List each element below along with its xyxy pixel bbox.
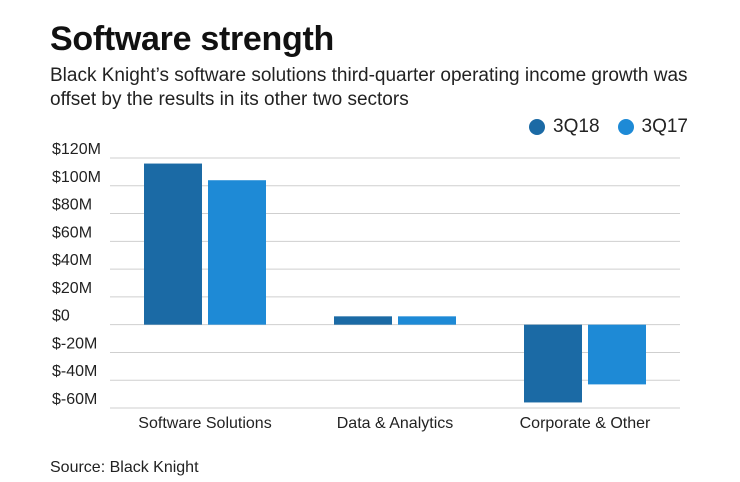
chart-subtitle: Black Knight’s software solutions third-… [50,65,688,110]
legend-item-3q17: 3Q17 [617,116,688,138]
y-tick-label: $40M [52,252,92,269]
legend-swatch-3q18 [529,119,546,135]
x-tick-label: Data & Analytics [337,415,454,432]
bar-3q18-3 [524,324,582,403]
y-tick-label: $-20M [52,335,97,352]
bar-3q17-3 [588,324,646,385]
x-tick-label: Corporate & Other [520,415,651,432]
y-tick-label: $-60M [52,391,97,408]
legend-swatch-3q17 [617,119,634,135]
y-tick-label: $80M [52,197,92,214]
legend-label-3q18: 3Q18 [553,116,600,137]
chart-legend: 3Q18 3Q17 [529,116,688,138]
y-tick-label: $-40M [52,363,97,380]
y-tick-label: $0 [52,308,70,325]
source-note: Source: Black Knight [50,459,199,476]
y-tick-label: $120M [52,141,101,158]
x-tick-label: Software Solutions [138,415,271,432]
bar-3q18-1 [144,163,202,325]
y-tick-label: $20M [52,280,92,297]
y-tick-label: $100M [52,169,101,186]
legend-label-3q17: 3Q17 [641,116,688,137]
bar-3q17-1 [208,180,266,325]
chart-title: Software strength [50,20,334,58]
bar-3q18-2 [334,316,392,325]
y-tick-label: $60M [52,224,92,241]
legend-item-3q18: 3Q18 [529,116,600,138]
bar-3q17-2 [398,316,456,325]
